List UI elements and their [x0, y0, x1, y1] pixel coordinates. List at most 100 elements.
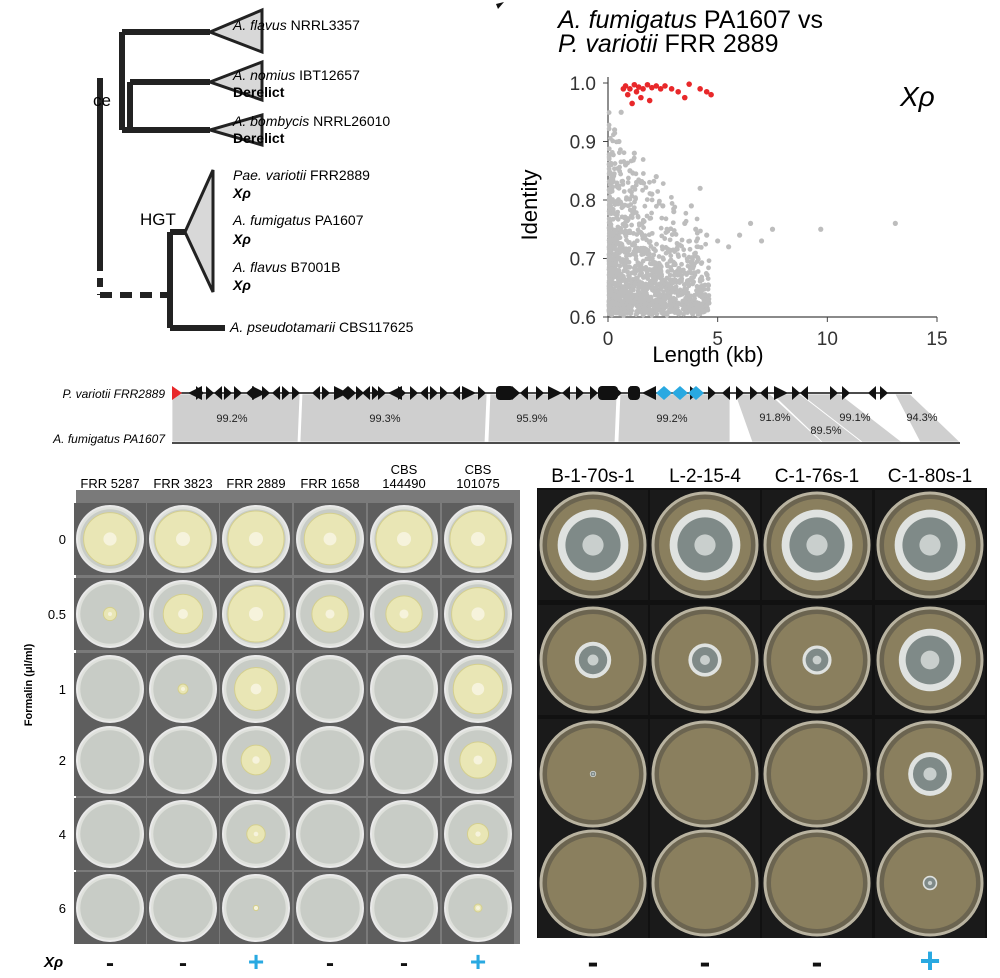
gene-arrow	[462, 386, 476, 400]
data-point	[635, 260, 641, 266]
data-point	[607, 277, 613, 283]
data-point	[612, 202, 618, 207]
petri-plate	[76, 726, 144, 794]
plate-row-label: 0.5	[48, 607, 66, 622]
data-point	[676, 311, 682, 317]
data-point	[620, 284, 626, 290]
data-point	[636, 285, 641, 291]
plates-left-panel: Formalin (μl/ml) FRR 5287 FRR 3823 FRR 288…	[23, 462, 520, 944]
data-point	[659, 277, 665, 283]
taxon-label: A. flavus NRRL3357	[232, 17, 360, 33]
data-point	[621, 288, 627, 294]
petri-plate	[370, 874, 438, 942]
plate-column-header: CBS	[391, 462, 418, 477]
plate-column-header: FRR 5287	[80, 476, 139, 491]
data-point	[637, 230, 643, 235]
data-point	[688, 293, 694, 299]
agar	[80, 804, 140, 864]
data-point	[639, 248, 645, 254]
gene-arrow	[172, 386, 182, 400]
petri-plate	[762, 605, 872, 715]
agar	[300, 730, 360, 790]
gene-arrow	[410, 386, 418, 400]
plate-row-label: 4	[59, 827, 66, 842]
colony-center	[470, 531, 486, 547]
data-point	[606, 253, 612, 259]
data-point	[659, 244, 665, 250]
data-point	[610, 206, 616, 212]
data-point	[621, 262, 627, 268]
data-point	[694, 238, 699, 244]
data-point-highlight	[653, 83, 660, 89]
data-point	[658, 285, 664, 291]
data-point	[653, 264, 658, 270]
agar	[659, 837, 751, 929]
identity-label: 94.3%	[906, 412, 937, 424]
data-point	[737, 232, 743, 238]
petri-plate	[296, 505, 364, 573]
data-point	[615, 297, 621, 302]
taxon-tag: Xρ	[232, 231, 251, 247]
gene-arrow	[322, 386, 330, 400]
data-point	[619, 241, 625, 247]
data-point	[663, 216, 669, 222]
colony-center	[471, 607, 485, 621]
plus-sign: +	[919, 945, 940, 978]
data-point	[655, 189, 661, 194]
data-point	[644, 197, 650, 202]
data-point	[660, 203, 666, 209]
data-point	[698, 289, 704, 295]
data-point	[645, 276, 651, 282]
data-point	[629, 308, 635, 314]
data-point	[769, 226, 776, 232]
data-point	[606, 240, 612, 245]
petri-plate	[650, 719, 760, 829]
data-point	[610, 216, 616, 222]
identity-label: 99.1%	[839, 412, 870, 424]
data-point	[683, 289, 688, 295]
colony-center	[181, 687, 185, 691]
gene-arrow	[576, 386, 584, 400]
agar	[300, 659, 360, 719]
data-point	[612, 161, 618, 166]
gene-arrow	[348, 386, 356, 400]
scatter-title: A. fumigatus PA1607 vs	[556, 6, 823, 34]
agar	[300, 878, 360, 938]
petri-plate	[76, 874, 144, 942]
data-point-highlight	[644, 81, 651, 88]
data-point	[643, 247, 649, 252]
minus-sign: -	[326, 950, 334, 977]
data-point	[681, 311, 686, 317]
data-point	[606, 309, 612, 315]
data-point	[668, 279, 674, 285]
synteny-panel: P. variotii FRR2889 A. fumigatus PA1607 …	[52, 386, 961, 446]
data-point	[623, 233, 629, 239]
gene-arrow	[880, 386, 888, 400]
data-point	[704, 232, 710, 238]
data-point	[691, 274, 696, 280]
data-point	[612, 166, 617, 172]
petri-plate	[149, 580, 217, 648]
petri-plate	[875, 828, 985, 938]
data-point	[681, 252, 687, 258]
data-point	[668, 257, 674, 263]
petri-plate	[538, 605, 648, 715]
data-point	[687, 238, 693, 244]
plate-column-header: FRR 3823	[153, 476, 212, 491]
petri-plate	[149, 655, 217, 723]
data-point	[616, 256, 622, 262]
colony-center	[919, 534, 941, 556]
track-label-bottom: A. fumigatus PA1607	[52, 432, 166, 446]
data-point	[624, 253, 629, 259]
plate-row-label: 0	[59, 532, 66, 547]
data-point	[660, 255, 666, 261]
data-point	[644, 251, 650, 257]
data-point	[626, 259, 632, 265]
data-point	[623, 196, 629, 202]
data-point	[652, 289, 658, 294]
data-point	[669, 201, 675, 206]
data-point	[610, 138, 616, 144]
data-point	[608, 225, 614, 231]
data-point	[619, 178, 625, 184]
data-point	[626, 298, 632, 304]
